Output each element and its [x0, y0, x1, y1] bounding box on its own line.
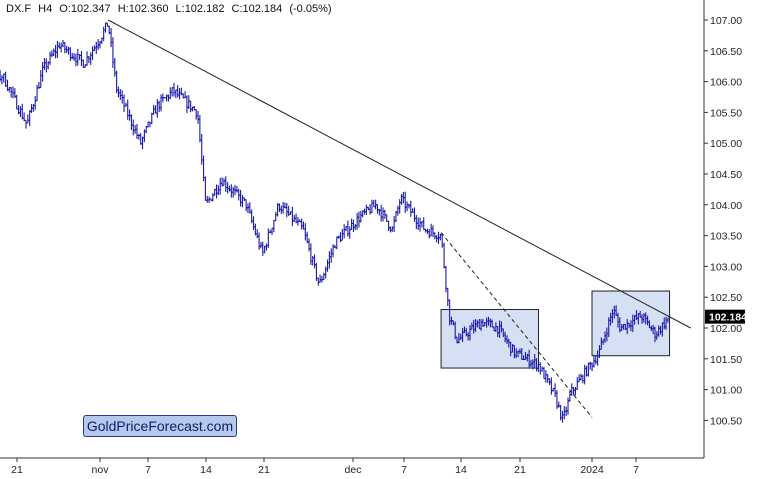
close-value: C:102.184: [231, 3, 283, 15]
time-tick-label: 21: [258, 464, 270, 476]
time-tick-label: 21: [514, 464, 526, 476]
change-value: (-0.05%): [289, 3, 332, 15]
price-tick-label: 106.00: [710, 77, 742, 89]
price-tick-label: 107.00: [710, 15, 742, 27]
time-tick-label: dec: [345, 464, 362, 476]
dashed-trendline: [440, 232, 593, 418]
ohlc-header: DX.F H4 O:102.347 H:102.360 L:102.182 C:…: [6, 3, 336, 15]
ohlc-bars: [0, 22, 670, 423]
price-tick-label: 106.50: [710, 46, 742, 58]
price-tick-label: 104.00: [710, 200, 742, 212]
price-tick-label: 105.50: [710, 107, 742, 119]
time-tick-label: 7: [145, 464, 151, 476]
time-tick-label: 21: [11, 464, 23, 476]
time-tick-label: 7: [401, 464, 407, 476]
price-tick-label: 104.50: [710, 169, 742, 181]
price-tick-label: 100.50: [710, 415, 742, 427]
time-tick-label: 14: [200, 464, 212, 476]
last-price-label: 102.184: [709, 312, 747, 324]
watermark-logo: GoldPriceForecast.com: [83, 415, 237, 437]
price-tick-label: 103.50: [710, 231, 742, 243]
price-axis: 107.00 106.50 106.00 105.50 105.00 104.50 104.…: [704, 15, 742, 427]
last-price-tag: 102.184: [705, 309, 747, 324]
low-value: L:102.182: [175, 3, 225, 15]
high-value: H:102.360: [117, 3, 169, 15]
time-tick-label: 2024: [580, 464, 604, 476]
ohlc-bar: [666, 317, 670, 323]
time-tick-label: 7: [633, 464, 639, 476]
price-tick-label: 102.00: [710, 323, 742, 335]
time-tick-label: 14: [455, 464, 467, 476]
symbol-label: DX.F: [6, 3, 32, 15]
price-tick-label: 105.00: [710, 138, 742, 150]
price-tick-label: 103.00: [710, 261, 742, 273]
descending-trendline: [107, 19, 691, 329]
time-axis: 21 nov 7 14 21 dec 7 14 21 2024 7: [11, 458, 639, 476]
price-tick-label: 101.50: [710, 354, 742, 366]
annotation-lines: [107, 19, 691, 418]
open-value: O:102.347: [59, 3, 111, 15]
time-tick-label: nov: [92, 464, 110, 476]
last-price-background: [705, 309, 745, 324]
timeframe-label: H4: [38, 3, 53, 15]
price-tick-label: 102.50: [710, 292, 742, 304]
price-tick-label: 101.00: [710, 385, 742, 397]
